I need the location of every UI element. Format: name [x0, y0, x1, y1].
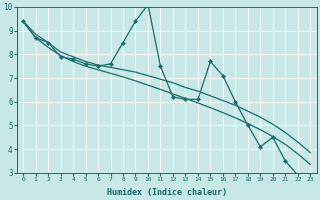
X-axis label: Humidex (Indice chaleur): Humidex (Indice chaleur) [107, 188, 227, 197]
